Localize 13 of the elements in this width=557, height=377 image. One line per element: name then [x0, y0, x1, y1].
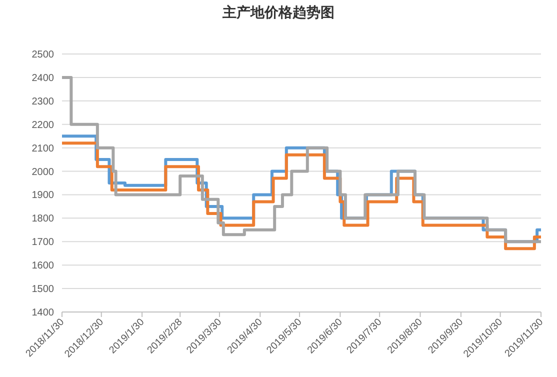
y-tick-label: 2100: [32, 143, 54, 154]
y-tick-label: 2300: [32, 96, 54, 108]
y-tick-label: 1900: [32, 190, 54, 202]
y-tick-label: 1500: [32, 284, 54, 296]
y-tick-label: 2200: [32, 120, 54, 131]
y-tick-label: 1700: [32, 237, 54, 248]
y-tick-label: 2400: [32, 72, 54, 84]
y-tick-label: 1400: [32, 308, 54, 318]
y-tick-label: 2500: [32, 50, 54, 60]
y-tick-label: 1800: [32, 214, 54, 225]
chart-title: 主产地价格趋势图: [222, 4, 334, 21]
y-tick-label: 1600: [32, 260, 54, 272]
y-tick-label: 2000: [32, 166, 54, 178]
